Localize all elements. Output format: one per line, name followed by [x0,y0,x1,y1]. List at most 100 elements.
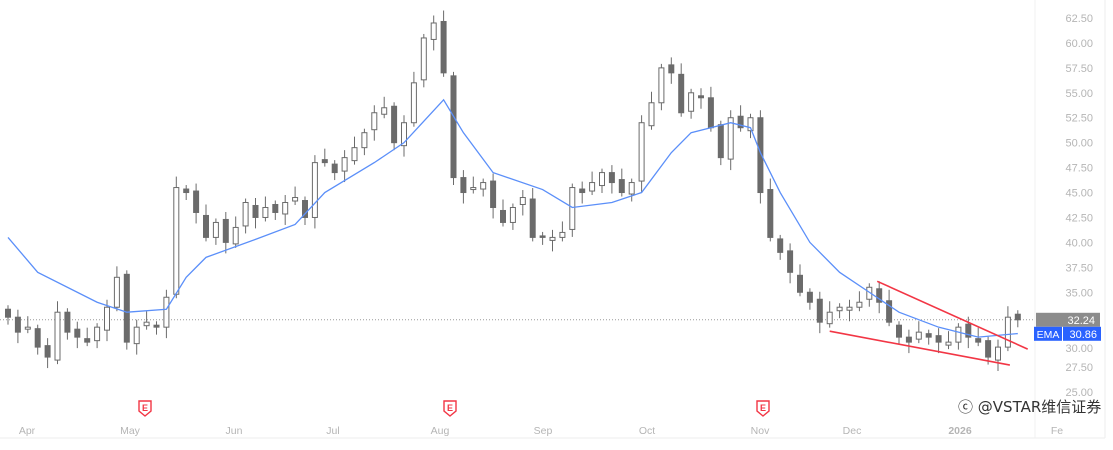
candle [34,324,41,355]
ema-line [7,98,1018,338]
x-tick-label: 2026 [948,425,972,437]
last-price-label: 32.24 [1067,315,1095,327]
candle-body [707,97,714,129]
candle [529,188,536,242]
candle-body [816,298,823,323]
candle [361,128,368,156]
watermark-text: @VSTAR维信证券 [977,398,1102,416]
ema-name-badge [1034,326,1062,341]
candle [1004,306,1011,352]
candle-body [203,214,209,238]
candle [391,102,398,151]
candle [599,168,605,194]
candle-body [806,291,813,303]
y-tick-label: 25.00 [1065,387,1093,399]
candle-body [608,172,615,184]
earnings-marker: E [138,400,152,417]
candle-body [153,324,160,328]
candle [203,204,209,242]
candle-body [212,221,219,238]
y-tick-label: 55.00 [1065,88,1093,100]
candle [470,176,477,194]
candle-body [836,306,843,312]
candle-body [579,188,586,194]
candle-body [183,188,190,194]
candle [717,120,724,166]
candle [480,178,487,197]
candle-body [361,132,368,149]
candle-body [698,95,704,99]
y-tick-label: 45.00 [1065,188,1093,200]
candle [618,168,625,197]
candle-body [44,345,51,358]
y-tick-label: 35.00 [1065,287,1093,299]
candle [519,190,526,216]
candle [460,170,467,204]
candle [193,183,200,224]
candle [272,200,279,220]
ema-value-badge [1063,326,1101,341]
x-tick-label: Jun [226,425,243,437]
candle-body [163,296,170,328]
candle [212,218,219,245]
x-tick-label: Aug [431,425,450,437]
candle [1014,310,1021,328]
candle [628,178,635,202]
candle-body [430,22,437,40]
candle-body [826,311,833,325]
candle [608,165,615,194]
candle [846,299,853,322]
y-tick-label: 30.00 [1065,343,1093,355]
candle [262,196,269,222]
candle [539,231,546,245]
candle-body [470,187,477,191]
y-tick-label: 62.50 [1065,13,1093,25]
candle-body [975,338,982,343]
candle [292,186,299,205]
earnings-marker: E [443,400,457,417]
candle [886,289,893,327]
candle [321,148,328,167]
candle-body [321,159,328,164]
candle [638,115,645,193]
candle [302,196,308,225]
candle-body [509,206,516,223]
candle-body [54,311,61,361]
candle [668,57,675,84]
last-price-badge [1036,312,1100,327]
candle [737,105,744,132]
watermark: ⓒ @VSTAR维信证券 [958,398,1101,416]
candle-body [113,276,120,308]
candle [896,321,902,345]
candle-body [34,328,41,348]
candle [5,305,11,325]
candle-body [628,182,635,195]
x-tick-label: Nov [751,425,770,437]
candle-body [905,336,912,343]
candle [905,329,912,354]
candle [410,71,417,127]
candle-body [292,197,299,202]
candle [747,113,754,139]
y-tick-label: 27.50 [1065,362,1093,374]
candle-body [569,187,576,230]
y-tick-label: 60.00 [1065,38,1093,50]
candle-body [995,346,1001,361]
x-tick-label: Dec [843,425,862,437]
candle-body [717,124,724,159]
candle [549,229,556,252]
candle [925,329,932,345]
candle-body [876,288,883,303]
candle-body [896,324,902,338]
candle [123,270,130,350]
y-tick-label: 50.00 [1065,138,1093,150]
candle [866,283,873,307]
candle-body [846,306,853,311]
earnings-marker: E [756,400,770,417]
candle-body [381,107,388,115]
candle-body [232,226,239,245]
candle-body [737,115,744,129]
candle-body [678,73,685,114]
